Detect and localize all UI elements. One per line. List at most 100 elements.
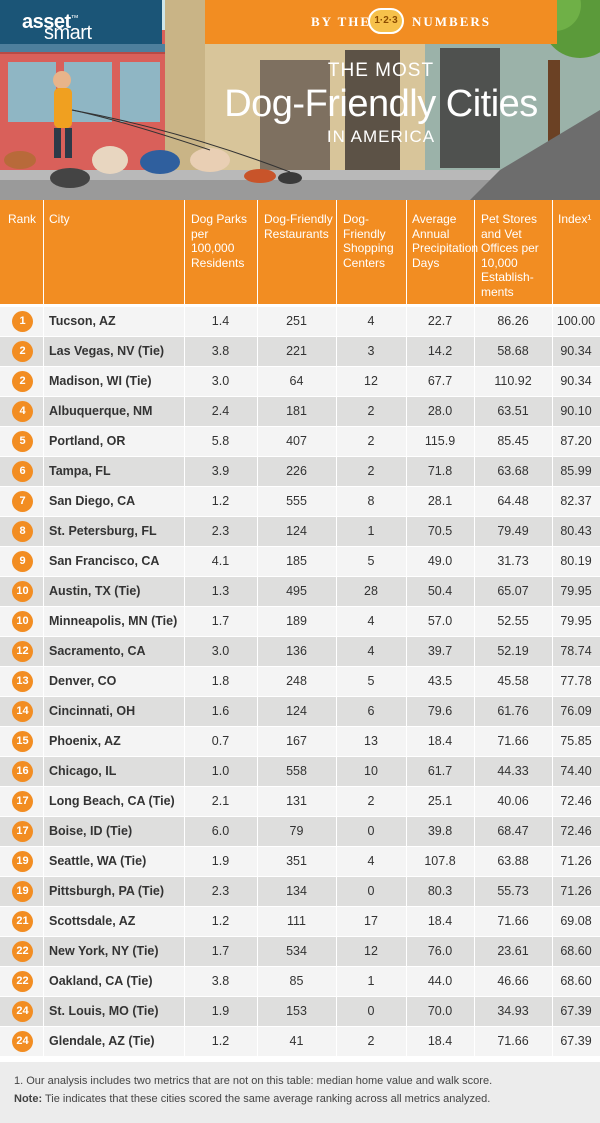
column-divider	[552, 200, 553, 1062]
cell-index: 90.10	[560, 404, 592, 418]
table-row: 7 San Diego, CA 1.2 555 8 28.1 64.48 82.37	[0, 487, 600, 516]
cell-index: 85.99	[560, 464, 592, 478]
page-title: THE MOST Dog-Friendly Cities IN AMERICA	[205, 60, 557, 148]
table-row: 17 Boise, ID (Tie) 6.0 79 0 39.8 68.47 72.46	[0, 817, 600, 846]
cell-restaurants: 134	[286, 884, 307, 898]
cell-precipitation: 18.4	[427, 914, 453, 928]
banner-left-text: BY THE	[311, 14, 372, 29]
cell-shopping: 12	[364, 944, 378, 958]
cell-restaurants: 251	[286, 314, 307, 328]
rank-badge: 4	[12, 401, 33, 422]
cell-dog-parks: 1.8	[211, 674, 230, 688]
table-row: 22 New York, NY (Tie) 1.7 534 12 76.0 23.61 68.…	[0, 937, 600, 966]
rank-badge: 12	[12, 641, 33, 662]
cell-shopping: 4	[367, 854, 375, 868]
cell-precipitation: 14.2	[427, 344, 453, 358]
cell-index: 80.19	[560, 554, 592, 568]
cell-index: 68.60	[560, 944, 592, 958]
cell-restaurants: 124	[286, 524, 307, 538]
table-row: 14 Cincinnati, OH 1.6 124 6 79.6 61.76 76.09	[0, 697, 600, 726]
cell-precipitation: 79.6	[427, 704, 453, 718]
cell-index: 72.46	[560, 794, 592, 808]
cell-precipitation: 70.5	[427, 524, 453, 538]
cell-restaurants: 181	[286, 404, 307, 418]
table-row: 10 Austin, TX (Tie) 1.3 495 28 50.4 65.07 79.95	[0, 577, 600, 606]
cell-precipitation: 76.0	[427, 944, 453, 958]
cell-city: Phoenix, AZ	[49, 734, 121, 748]
cell-precipitation: 18.4	[427, 734, 453, 748]
cell-pet-stores: 71.66	[497, 914, 529, 928]
table-row: 5 Portland, OR 5.8 407 2 115.9 85.45 87.20	[0, 427, 600, 456]
cell-city: San Francisco, CA	[49, 554, 160, 568]
rank-badge: 21	[12, 911, 33, 932]
cell-city: Chicago, IL	[49, 764, 117, 778]
cell-index: 74.40	[560, 764, 592, 778]
cell-pet-stores: 46.66	[497, 974, 529, 988]
table-row: 19 Seattle, WA (Tie) 1.9 351 4 107.8 63.88 71.2…	[0, 847, 600, 876]
cell-pet-stores: 68.47	[497, 824, 529, 838]
cell-city: Portland, OR	[49, 434, 126, 448]
cell-city: Albuquerque, NM	[49, 404, 153, 418]
cell-dog-parks: 1.2	[211, 914, 230, 928]
table-row: 2 Las Vegas, NV (Tie) 3.8 221 3 14.2 58.68 90.3…	[0, 337, 600, 366]
table-row: 16 Chicago, IL 1.0 558 10 61.7 44.33 74.40	[0, 757, 600, 786]
cell-city: Madison, WI (Tie)	[49, 374, 152, 388]
title-line-3: IN AMERICA	[326, 127, 436, 146]
cell-shopping: 5	[367, 674, 375, 688]
banner-badge: 1·2·3	[368, 8, 404, 34]
cell-index: 90.34	[560, 344, 592, 358]
cell-precipitation: 80.3	[427, 884, 453, 898]
rank-badge: 22	[12, 971, 33, 992]
title-line-1: THE MOST	[327, 60, 435, 81]
cell-shopping: 0	[367, 884, 375, 898]
cell-city: Pittsburgh, PA (Tie)	[49, 884, 165, 898]
cell-precipitation: 71.8	[427, 464, 453, 478]
cell-restaurants: 153	[286, 1004, 307, 1018]
rank-badge: 24	[12, 1031, 33, 1052]
cell-dog-parks: 3.9	[211, 464, 230, 478]
cell-city: New York, NY (Tie)	[49, 944, 159, 958]
cell-dog-parks: 2.3	[211, 884, 230, 898]
brand-trademark: ™	[70, 13, 79, 23]
cell-restaurants: 64	[289, 374, 304, 388]
brand-logo: smart asset™	[0, 0, 162, 44]
note-text: Tie indicates that these cities scored t…	[42, 1093, 491, 1105]
table-row: 13 Denver, CO 1.8 248 5 43.5 45.58 77.78	[0, 667, 600, 696]
cell-shopping: 1	[367, 524, 375, 538]
cell-precipitation: 25.1	[427, 794, 453, 808]
cell-index: 76.09	[560, 704, 592, 718]
cell-precipitation: 28.0	[427, 404, 453, 418]
table-row: 8 St. Petersburg, FL 2.3 124 1 70.5 79.49 80.43	[0, 517, 600, 546]
column-header-precipitation: Average Annual Precipitation Days	[412, 212, 479, 270]
cell-pet-stores: 55.73	[497, 884, 529, 898]
cell-shopping: 2	[367, 1034, 375, 1048]
cell-dog-parks: 3.8	[211, 974, 230, 988]
cell-restaurants: 185	[286, 554, 307, 568]
cell-city: Las Vegas, NV (Tie)	[49, 344, 165, 358]
cell-shopping: 2	[367, 794, 375, 808]
cell-shopping: 0	[367, 824, 375, 838]
cell-dog-parks: 3.8	[211, 344, 230, 358]
cell-city: Cincinnati, OH	[49, 704, 136, 718]
rank-badge: 17	[12, 821, 33, 842]
cell-dog-parks: 5.8	[211, 434, 230, 448]
rank-badge: 9	[12, 551, 33, 572]
table-row: 2 Madison, WI (Tie) 3.0 64 12 67.7 110.92 90.34	[0, 367, 600, 396]
column-header-index: Index¹	[558, 212, 592, 226]
cell-pet-stores: 61.76	[497, 704, 529, 718]
cell-shopping: 12	[364, 374, 378, 388]
cell-city: Tampa, FL	[49, 464, 111, 478]
cell-shopping: 1	[367, 974, 375, 988]
cell-restaurants: 85	[289, 974, 304, 988]
cell-index: 67.39	[560, 1004, 592, 1018]
cell-precipitation: 115.9	[424, 434, 456, 448]
cell-dog-parks: 1.4	[211, 314, 230, 328]
table-row: 24 St. Louis, MO (Tie) 1.9 153 0 70.0 34.93 67.…	[0, 997, 600, 1026]
cell-restaurants: 124	[286, 704, 307, 718]
cell-restaurants: 131	[286, 794, 307, 808]
table-row: 24 Glendale, AZ (Tie) 1.2 41 2 18.4 71.66 67.39	[0, 1027, 600, 1056]
cell-pet-stores: 58.68	[497, 344, 529, 358]
cell-pet-stores: 63.51	[497, 404, 529, 418]
cell-restaurants: 248	[286, 674, 307, 688]
note-label: Note:	[14, 1093, 43, 1105]
